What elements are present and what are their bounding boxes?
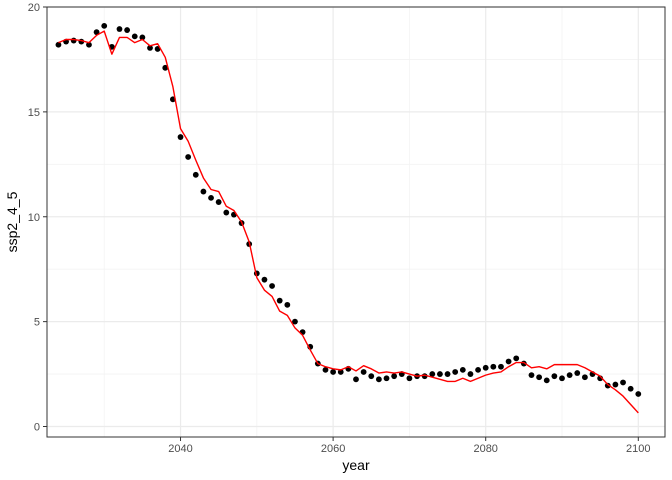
trend-line [58, 30, 639, 414]
data-point [536, 374, 543, 381]
data-point [459, 366, 466, 373]
data-point [86, 41, 92, 48]
data-point [528, 372, 535, 379]
data-point [566, 372, 573, 379]
data-point [604, 382, 611, 389]
data-point [200, 188, 207, 195]
data-point [581, 374, 588, 381]
y-tick-label: 5 [34, 317, 40, 329]
data-point [391, 373, 398, 380]
data-point [437, 371, 443, 377]
data-point [223, 209, 230, 216]
x-tick-label: 2060 [321, 443, 345, 455]
data-point [147, 45, 153, 51]
data-point [505, 358, 512, 365]
data-point [116, 26, 123, 32]
data-point [482, 364, 489, 371]
data-point [627, 385, 634, 392]
data-point [292, 318, 298, 325]
x-tick-label: 2100 [626, 443, 650, 455]
data-point [215, 199, 222, 205]
data-point [406, 375, 413, 382]
data-point [383, 375, 390, 382]
data-point [139, 34, 146, 41]
data-point [177, 134, 184, 140]
plot-background [47, 7, 665, 437]
data-point [452, 369, 459, 375]
x-axis-title: year [342, 457, 370, 473]
data-point [490, 363, 497, 370]
data-point [513, 355, 520, 362]
y-tick-label: 0 [34, 422, 40, 434]
y-axis-title: ssp2_4_5 [4, 191, 20, 252]
data-point [353, 376, 359, 383]
data-point [444, 371, 451, 377]
data-point [208, 194, 214, 201]
data-point [620, 379, 626, 386]
plot-border [46, 6, 666, 438]
data-point [360, 369, 367, 375]
data-point [185, 154, 192, 160]
data-point [101, 22, 108, 29]
data-point [551, 373, 558, 380]
data-point [124, 27, 131, 33]
data-point [284, 301, 291, 308]
data-point [192, 171, 199, 178]
x-tick-label: 2080 [473, 443, 497, 455]
data-point [162, 64, 169, 71]
data-point [543, 377, 550, 384]
data-point [93, 29, 100, 36]
data-point [131, 33, 138, 40]
x-axis: 2040 2060 2080 2100 [168, 437, 651, 455]
data-point [330, 369, 337, 375]
data-point [612, 381, 619, 388]
data-point [70, 37, 77, 44]
data-point [322, 366, 329, 373]
data-point [559, 375, 565, 382]
data-point [269, 283, 275, 289]
data-point [467, 371, 474, 377]
x-tick-label: 2040 [168, 443, 192, 455]
data-point [574, 370, 581, 376]
data-point [475, 366, 481, 373]
data-point [337, 369, 344, 375]
data-point [55, 41, 62, 48]
data-point [498, 363, 504, 370]
grid-minor [47, 7, 665, 437]
data-point [429, 371, 436, 377]
data-point [635, 391, 642, 397]
series-layer [55, 22, 642, 414]
y-axis: 0 5 10 15 20 [28, 2, 47, 434]
y-tick-label: 10 [28, 212, 40, 224]
y-tick-label: 15 [28, 107, 40, 119]
data-point [261, 276, 268, 283]
data-point [368, 373, 375, 380]
y-tick-label: 20 [28, 2, 40, 14]
data-point [276, 297, 283, 304]
data-point [375, 376, 382, 383]
